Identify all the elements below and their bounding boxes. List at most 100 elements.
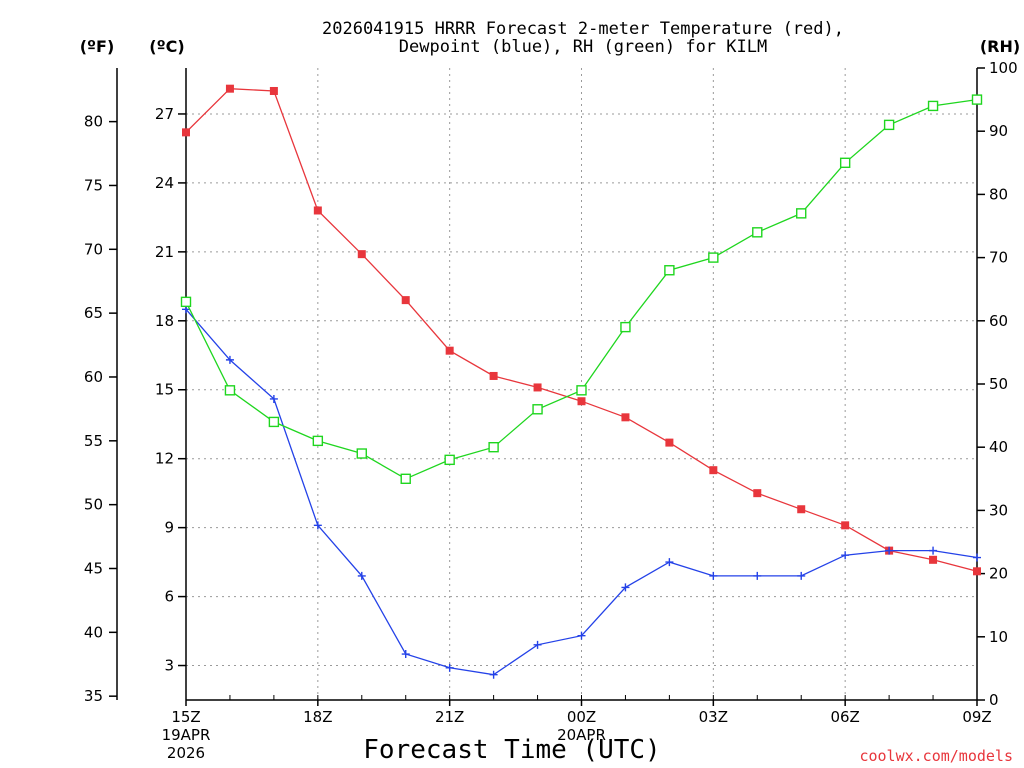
x-tick-label: 09Z <box>962 708 991 726</box>
celsius-tick-label: 24 <box>155 174 174 192</box>
rh-tick-label: 30 <box>989 501 1008 519</box>
celsius-tick-label: 9 <box>164 519 174 537</box>
x-date-label: 19APR <box>162 726 211 744</box>
celsius-tick-label: 27 <box>155 105 174 123</box>
fahrenheit-unit-label: (ºF) <box>80 37 115 56</box>
rh-point <box>927 100 939 112</box>
rh-tick-label: 80 <box>989 185 1008 203</box>
x-tick-label: 18Z <box>303 708 332 726</box>
rh-point <box>839 157 851 169</box>
celsius-tick-label: 18 <box>155 312 174 330</box>
rh-point <box>224 385 236 396</box>
chart-title-line-1: 2026041915 HRRR Forecast 2-meter Tempera… <box>322 19 844 39</box>
dewpoint-point <box>269 394 278 403</box>
dewpoint-point <box>313 521 322 530</box>
rh-point <box>971 94 983 105</box>
rh-tick-label: 0 <box>989 691 999 709</box>
dewpoint-point <box>841 551 850 560</box>
rh-tick-label: 10 <box>989 628 1008 646</box>
dewpoint-point <box>885 546 894 555</box>
data-series <box>180 84 983 679</box>
rh-tick-label: 60 <box>989 312 1008 330</box>
fahrenheit-tick-label: 60 <box>84 368 103 386</box>
x-date-label: 20APR <box>557 726 606 744</box>
dewpoint-point <box>577 631 586 640</box>
dewpoint-point <box>401 650 410 659</box>
x-tick-label: 03Z <box>699 708 728 726</box>
dewpoint-point <box>445 663 454 672</box>
dewpoint-point <box>533 640 542 649</box>
rh-tick-label: 20 <box>989 565 1008 583</box>
rh-tick-label: 90 <box>989 122 1008 140</box>
temperature-point <box>225 84 234 93</box>
dewpoint-point <box>621 583 630 592</box>
fahrenheit-tick-label: 40 <box>84 623 103 641</box>
rh-point <box>400 473 411 484</box>
rh-point <box>532 404 543 415</box>
rh-point <box>312 435 324 447</box>
rh-point <box>180 296 192 308</box>
tick-labels: 35 40 45 50 55 60 65 70 75 80 3 6 9 12 15 18 21 24 27 0 10 20… <box>84 59 1018 762</box>
fahrenheit-tick-label: 70 <box>84 240 103 258</box>
fahrenheit-tick-label: 50 <box>84 496 103 514</box>
rh-point <box>356 448 367 459</box>
temperature-point <box>313 206 322 215</box>
rh-point <box>576 385 587 396</box>
dewpoint-point <box>225 355 234 364</box>
dewpoint-point <box>357 571 366 580</box>
temperature-point <box>269 86 278 95</box>
rh-point <box>664 265 675 276</box>
dewpoint-point <box>973 553 981 562</box>
temperature-point <box>973 567 981 576</box>
temperature-point <box>621 413 630 422</box>
rh-point <box>268 416 280 428</box>
dewpoint-point <box>753 571 762 580</box>
temperature-point <box>182 128 190 137</box>
temperature-point <box>665 438 674 447</box>
temperature-point <box>841 521 850 530</box>
temperature-point <box>797 505 806 514</box>
fahrenheit-tick-label: 80 <box>84 113 103 131</box>
fahrenheit-tick-label: 65 <box>84 304 103 322</box>
rh-point <box>796 208 807 219</box>
rh-point <box>708 252 719 263</box>
temperature-point <box>753 489 762 498</box>
dewpoint-point <box>665 558 674 567</box>
fahrenheit-tick-label: 35 <box>84 687 103 705</box>
celsius-tick-label: 12 <box>155 450 174 468</box>
celsius-tick-label: 3 <box>164 657 174 675</box>
dewpoint-point <box>489 670 498 679</box>
rh-point <box>488 442 499 453</box>
rh-tick-label: 40 <box>989 438 1008 456</box>
dewpoint-point <box>797 571 806 580</box>
dewpoint-point <box>929 546 938 555</box>
celsius-unit-label: (ºC) <box>149 37 184 56</box>
rh-point <box>883 119 895 131</box>
celsius-tick-label: 21 <box>155 243 174 261</box>
rh-tick-label: 70 <box>989 249 1008 267</box>
dewpoint-point <box>709 571 718 580</box>
temperature-point <box>577 397 586 406</box>
temperature-point <box>929 555 938 564</box>
celsius-tick-label: 6 <box>164 588 174 606</box>
temperature-point <box>445 346 454 355</box>
x-tick-label: 06Z <box>830 708 859 726</box>
x-tick-label: 00Z <box>567 708 596 726</box>
credit-text: coolwx.com/models <box>859 747 1013 765</box>
x-axis-title: Forecast Time (UTC) <box>363 735 660 765</box>
temperature-point <box>709 466 718 475</box>
chart-title-line-2: Dewpoint (blue), RH (green) for KILM <box>399 37 767 57</box>
rh-point <box>620 321 631 333</box>
fahrenheit-tick-label: 55 <box>84 432 103 450</box>
rh-tick-label: 50 <box>989 375 1008 393</box>
temperature-point <box>401 296 410 305</box>
temperature-point <box>533 383 542 392</box>
fahrenheit-tick-label: 45 <box>84 559 103 577</box>
x-year-label: 2026 <box>167 744 205 762</box>
temperature-point <box>357 250 366 259</box>
celsius-tick-label: 15 <box>155 381 174 399</box>
rh-point <box>752 227 763 238</box>
rh-unit-label: (RH) <box>980 37 1020 56</box>
temperature-point <box>489 371 498 380</box>
fahrenheit-tick-label: 75 <box>84 176 103 194</box>
